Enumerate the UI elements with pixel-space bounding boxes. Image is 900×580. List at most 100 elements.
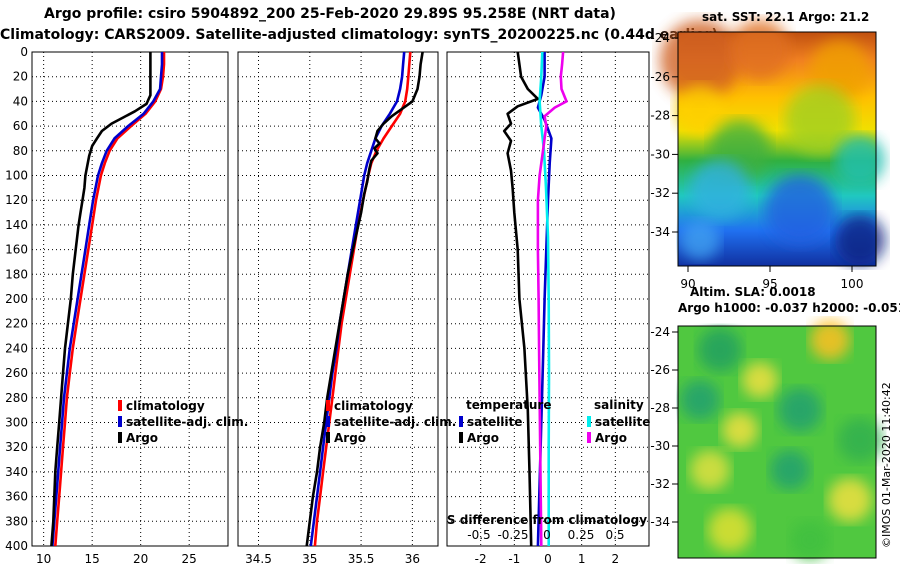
legend-label: satellite-adj. clim. <box>126 415 248 429</box>
s-axis-tick-label: -0.5 <box>467 528 490 542</box>
sst-blob <box>835 215 885 265</box>
panel-frame <box>237 51 439 547</box>
legend-label: satellite <box>595 415 650 429</box>
map-y-tick-label: -24 <box>650 325 670 339</box>
sst-blob <box>785 85 855 155</box>
legend-label: Argo <box>467 431 499 445</box>
series-line <box>536 52 568 546</box>
s-axis-tick-label: 0.25 <box>568 528 595 542</box>
legend-label: satellite-adj. clim. <box>334 415 456 429</box>
legend-label: Argo <box>334 431 366 445</box>
sst-blob <box>810 40 870 100</box>
sst-blob <box>730 20 790 80</box>
y-tick-label: 240 <box>5 341 28 355</box>
chart-title-line2: Climatology: CARS2009. Satellite-adjuste… <box>0 27 718 43</box>
x-tick-label: 35 <box>302 552 317 566</box>
salinity-panel: 34.5 35 35.5 36 climatology satellite-adj. cl… <box>237 51 456 566</box>
y-tick-label: 260 <box>5 366 28 380</box>
sla-blob <box>708 508 752 552</box>
y-tick-label: 400 <box>5 539 28 553</box>
sst-blob <box>835 135 885 185</box>
legend-swatch <box>587 432 591 443</box>
series-line <box>54 52 166 546</box>
y-tick-label: 200 <box>5 292 28 306</box>
y-tick-label: 340 <box>5 465 28 479</box>
legend-swatch <box>118 400 122 411</box>
x-tick-label: 15 <box>85 552 100 566</box>
x-tick-label: 2 <box>612 552 620 566</box>
sla-map-texture <box>680 320 882 560</box>
series-line <box>309 52 406 546</box>
map-y-tick-label: -26 <box>650 70 670 84</box>
sla-blob <box>722 412 758 448</box>
map-x-tick-label: 95 <box>762 277 777 291</box>
x-tick-label: 0 <box>544 552 552 566</box>
y-tick-label: 60 <box>13 119 28 133</box>
sla-blob <box>742 362 778 398</box>
y-tick-label: 160 <box>5 243 28 257</box>
legend-swatch <box>459 416 463 427</box>
y-tick-label: 80 <box>13 144 28 158</box>
chart-title-line1: Argo profile: csiro 5904892_200 25-Feb-2… <box>44 6 616 22</box>
series-line <box>538 52 551 546</box>
y-tick-label: 380 <box>5 514 28 528</box>
series-line <box>305 52 424 546</box>
sst-map-title: sat. SST: 22.1 Argo: 21.2 <box>702 10 870 24</box>
sla-blob <box>680 380 720 420</box>
sla-map-title: Altim. SLA: 0.0018 <box>690 285 816 299</box>
y-tick-label: 0 <box>20 45 28 59</box>
temperature-panel: 0 20 40 60 80 100 120 140 160 180 200 220 240 260 280 3… <box>5 45 248 566</box>
x-tick-label: 20 <box>133 552 148 566</box>
y-tick-label: 120 <box>5 193 28 207</box>
sst-blob <box>680 220 720 260</box>
map-y-tick-label: -32 <box>650 477 670 491</box>
sst-blob <box>690 160 750 220</box>
series-line <box>50 52 152 546</box>
legend-swatch <box>326 400 330 411</box>
map-x-tick-label: 100 <box>841 277 864 291</box>
y-tick-label: 40 <box>13 94 28 108</box>
legend-swatch <box>326 416 330 427</box>
map-y-tick-label: -28 <box>650 109 670 123</box>
series-line <box>502 52 540 546</box>
x-tick-label: 1 <box>578 552 586 566</box>
x-tick-label: 25 <box>182 552 197 566</box>
y-tick-label: 140 <box>5 218 28 232</box>
legend-label: satellite <box>467 415 522 429</box>
map-x-tick-label: 90 <box>680 277 695 291</box>
map-y-tick-label: -30 <box>650 147 670 161</box>
map-y-tick-label: -34 <box>650 225 670 239</box>
legend-swatch <box>587 416 591 427</box>
sla-blob <box>790 520 830 560</box>
x-tick-label: 34.5 <box>245 552 272 566</box>
sla-blob <box>770 450 810 490</box>
sla-blob <box>778 388 822 432</box>
panel-frame <box>31 51 229 547</box>
s-axis-tick-label: 0.5 <box>605 528 624 542</box>
legend-swatch <box>459 432 463 443</box>
legend-swatch <box>326 432 330 443</box>
difference-panel: -2 -1 0 1 2 temperature salinity satellite Argo s… <box>446 51 650 566</box>
y-tick-label: 360 <box>5 490 28 504</box>
imos-credit: ©IMOS 01-Mar-2020 11:40:42 <box>880 382 893 548</box>
y-tick-label: 220 <box>5 317 28 331</box>
x-tick-label: 36 <box>405 552 420 566</box>
legend-swatch <box>118 416 122 427</box>
sla-blob <box>838 418 882 462</box>
map-y-tick-label: -28 <box>650 401 670 415</box>
sla-map-frame <box>677 325 877 559</box>
legend-heading: salinity <box>594 398 644 412</box>
s-axis-tick-label: 0 <box>543 528 551 542</box>
map-y-tick-label: -32 <box>650 186 670 200</box>
sla-blob <box>810 320 850 360</box>
sla-blob <box>698 328 742 372</box>
map-y-tick-label: -30 <box>650 439 670 453</box>
maps-group: -24 -26 -28 -30 -32 -34 90 95 100 -24 -26 -28 -30 -32… <box>650 20 885 560</box>
y-tick-label: 100 <box>5 169 28 183</box>
y-tick-label: 320 <box>5 440 28 454</box>
map-y-tick-label: -26 <box>650 363 670 377</box>
argo-height-readout: Argo h1000: -0.037 h2000: -0.051 <box>678 301 900 315</box>
x-tick-label: 35.5 <box>348 552 375 566</box>
y-tick-label: 300 <box>5 416 28 430</box>
